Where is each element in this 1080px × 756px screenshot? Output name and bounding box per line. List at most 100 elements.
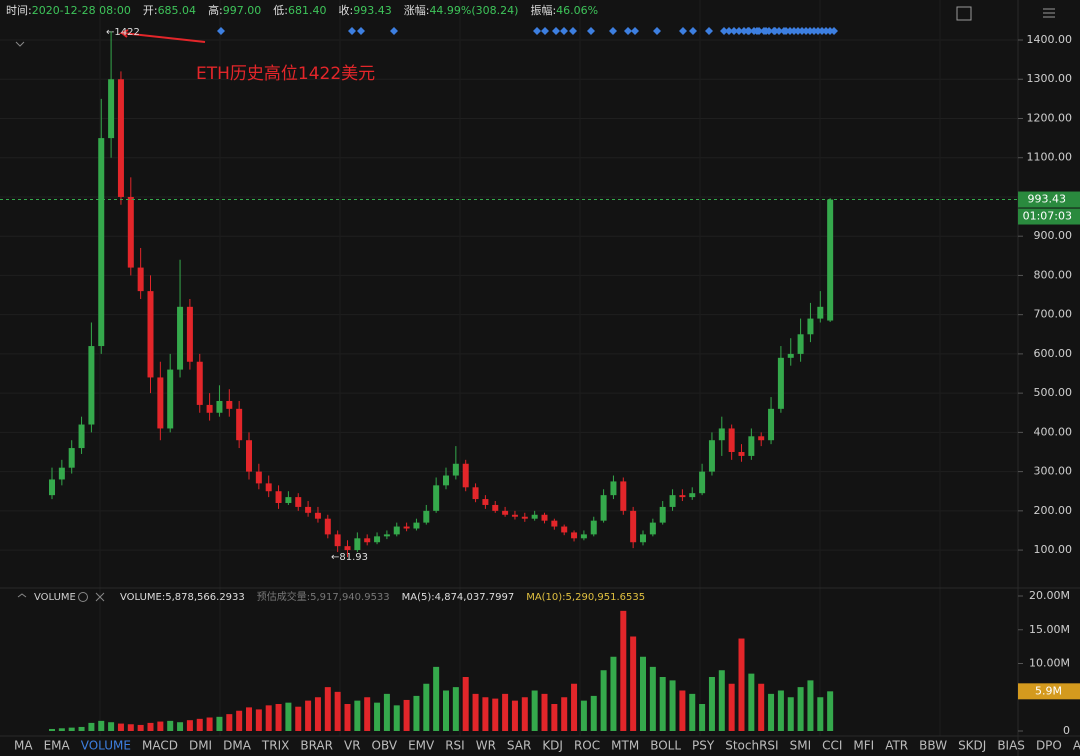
- candle-body: [620, 481, 627, 511]
- volume-bar: [590, 695, 597, 731]
- volume-bar: [511, 700, 518, 731]
- indicator-tab[interactable]: DMI: [189, 739, 212, 753]
- candle-body: [777, 357, 784, 409]
- price-tag: [1018, 191, 1080, 208]
- signal-marker: [624, 27, 632, 35]
- indicator-tab[interactable]: AO: [1073, 739, 1080, 753]
- indicator-tab[interactable]: SAR: [507, 739, 531, 753]
- indicator-tab[interactable]: PSY: [692, 739, 715, 753]
- candle-body: [699, 471, 706, 494]
- y-tick-label: 1200.00: [1027, 111, 1073, 124]
- indicator-tab[interactable]: DPO: [1036, 739, 1062, 753]
- header-label: 振幅:: [530, 3, 556, 17]
- candle-body: [452, 463, 459, 476]
- candle-body: [531, 514, 538, 519]
- indicator-tab[interactable]: EMV: [408, 739, 435, 753]
- candle-body: [482, 499, 489, 505]
- candle-body: [718, 428, 725, 441]
- indicator-tab[interactable]: MFI: [853, 739, 874, 753]
- candle-body: [423, 510, 430, 523]
- indicator-tab[interactable]: DMA: [223, 739, 252, 753]
- volume-bar: [177, 722, 184, 731]
- menu-icon[interactable]: [1043, 8, 1055, 18]
- indicator-tab[interactable]: SMI: [790, 739, 812, 753]
- volume-bar: [817, 697, 824, 731]
- volume-bar: [246, 707, 252, 731]
- candle-body: [364, 538, 371, 543]
- indicator-tab[interactable]: MA: [14, 739, 33, 753]
- signal-marker: [725, 27, 733, 35]
- indicator-tab[interactable]: RSI: [445, 739, 465, 753]
- indicator-tab[interactable]: BIAS: [997, 739, 1025, 753]
- volume-bar: [482, 697, 489, 731]
- signal-marker: [705, 27, 713, 35]
- volume-collapse-icon[interactable]: [17, 593, 27, 598]
- settings-icon[interactable]: [956, 6, 972, 21]
- close-icon[interactable]: [95, 592, 105, 602]
- candle-body: [305, 506, 312, 513]
- signal-marker: [653, 27, 661, 35]
- indicator-tab[interactable]: BOLL: [650, 739, 681, 753]
- volume-bar: [147, 722, 154, 731]
- indicator-tab[interactable]: SKDJ: [958, 739, 986, 753]
- volume-bar: [255, 709, 262, 731]
- volume-bar: [334, 691, 341, 731]
- volume-bar: [699, 704, 706, 731]
- candle-body: [472, 487, 479, 500]
- volume-bar: [226, 714, 233, 731]
- candle-body: [630, 510, 637, 543]
- candle-body: [334, 534, 341, 547]
- candle-body: [640, 534, 646, 543]
- candle-body: [521, 516, 528, 519]
- header-value: 46.06%: [556, 4, 598, 17]
- indicator-tab[interactable]: ROC: [574, 739, 600, 753]
- candle-body: [186, 306, 193, 362]
- volume-bar: [98, 720, 105, 731]
- signal-marker: [771, 27, 779, 35]
- y-tick-label: 700.00: [1034, 308, 1073, 321]
- candle-body: [265, 483, 272, 492]
- candle-body: [58, 467, 65, 480]
- volume-bar: [324, 687, 331, 731]
- y-tick-label: 20.00M: [1029, 589, 1070, 602]
- volume-bar: [49, 728, 55, 731]
- indicator-tab[interactable]: WR: [476, 739, 496, 753]
- signal-marker: [217, 27, 225, 35]
- volume-bar: [541, 693, 548, 731]
- header-value: 997.00: [223, 4, 262, 17]
- candle-body: [324, 518, 331, 535]
- indicator-tab[interactable]: MACD: [142, 739, 178, 753]
- candle-body: [669, 495, 676, 507]
- collapse-icon[interactable]: [15, 41, 25, 47]
- indicator-tab[interactable]: EMA: [44, 739, 71, 753]
- y-tick-label: 1400.00: [1027, 33, 1073, 46]
- volume-bar: [167, 720, 174, 731]
- indicator-tab[interactable]: BBW: [919, 739, 947, 753]
- indicator-tab[interactable]: StochRSI: [725, 739, 778, 753]
- volume-bar: [768, 693, 775, 731]
- visibility-icon[interactable]: [78, 592, 88, 602]
- indicator-tab[interactable]: CCI: [822, 739, 842, 753]
- indicator-tab[interactable]: KDJ: [542, 739, 563, 753]
- volume-bar: [787, 697, 794, 731]
- indicator-tab[interactable]: OBV: [372, 739, 398, 753]
- indicator-tab[interactable]: VR: [344, 739, 361, 753]
- indicator-tab[interactable]: ATR: [885, 739, 908, 753]
- indicator-tab[interactable]: VOLUME: [81, 739, 131, 753]
- indicator-tab[interactable]: MTM: [611, 739, 639, 753]
- volume-bar: [206, 717, 213, 731]
- countdown-tag: [1018, 208, 1080, 225]
- indicator-tab[interactable]: TRIX: [261, 739, 289, 753]
- volume-bar: [728, 683, 735, 731]
- volume-legend: MA(10):5,290,951.6535: [526, 592, 645, 603]
- signal-marker: [744, 27, 752, 35]
- indicator-tab[interactable]: BRAR: [300, 739, 333, 753]
- volume-bar: [649, 666, 656, 731]
- volume-bar: [502, 693, 509, 731]
- candle-body: [590, 520, 597, 535]
- y-tick-label: 300.00: [1034, 465, 1073, 478]
- y-tick-label: 10.00M: [1029, 657, 1070, 670]
- header-value: 685.04: [158, 4, 197, 17]
- candle-body: [49, 479, 55, 496]
- signal-marker: [609, 27, 617, 35]
